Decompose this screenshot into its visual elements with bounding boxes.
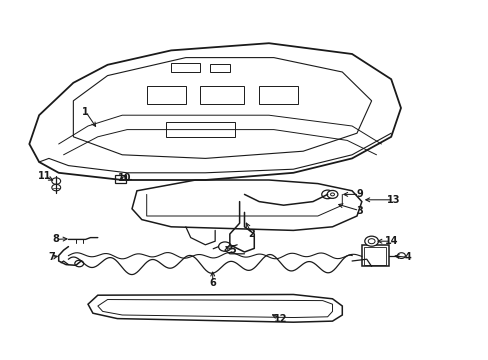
Circle shape — [397, 253, 405, 258]
Circle shape — [218, 242, 231, 251]
Text: 13: 13 — [386, 195, 400, 205]
Bar — [146, 86, 185, 104]
Text: 10: 10 — [118, 173, 131, 183]
Text: 9: 9 — [355, 189, 362, 199]
Text: 4: 4 — [404, 252, 411, 262]
Text: 8: 8 — [53, 234, 60, 244]
Text: 14: 14 — [384, 236, 397, 246]
Text: 11: 11 — [38, 171, 52, 181]
Circle shape — [52, 178, 61, 184]
Bar — [115, 175, 125, 183]
Bar — [210, 64, 229, 72]
Text: 6: 6 — [209, 278, 216, 288]
Bar — [171, 63, 200, 72]
Circle shape — [367, 239, 374, 244]
Circle shape — [326, 190, 337, 198]
Bar — [364, 247, 386, 265]
Text: 5: 5 — [228, 245, 235, 255]
Text: 3: 3 — [355, 206, 362, 216]
Bar — [259, 86, 298, 104]
Bar — [361, 245, 388, 266]
Circle shape — [52, 184, 61, 191]
Bar — [200, 86, 244, 104]
Circle shape — [75, 260, 83, 267]
Text: 7: 7 — [48, 252, 55, 262]
Circle shape — [330, 193, 334, 196]
Circle shape — [364, 236, 378, 246]
Bar — [166, 122, 234, 137]
Text: 12: 12 — [274, 314, 287, 324]
Text: 2: 2 — [248, 229, 255, 239]
Text: 1: 1 — [82, 107, 89, 117]
Circle shape — [321, 190, 333, 199]
